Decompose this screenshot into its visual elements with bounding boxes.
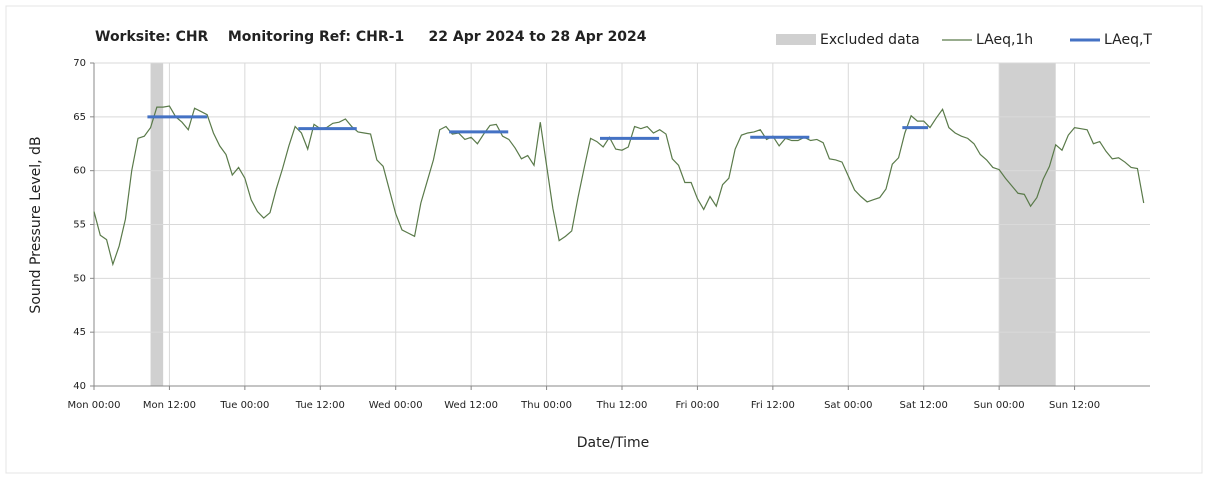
- x-tick-label: Thu 12:00: [596, 400, 648, 411]
- x-tick-label: Fri 00:00: [675, 400, 719, 411]
- legend-label: LAeq,1h: [976, 32, 1033, 48]
- y-tick-label: 65: [73, 112, 86, 123]
- y-tick-label: 45: [73, 327, 86, 338]
- series-line: [93, 105, 1145, 267]
- x-tick-label: Mon 00:00: [67, 400, 120, 411]
- y-tick-label: 40: [73, 381, 86, 392]
- x-tick-label: Wed 00:00: [369, 400, 423, 411]
- y-tick-label: 55: [73, 220, 86, 231]
- x-tick-label: Tue 12:00: [295, 400, 345, 411]
- legend-label: LAeq,T: [1104, 32, 1152, 48]
- x-tick-label: Sun 12:00: [1049, 400, 1100, 411]
- x-tick-label: Sun 00:00: [974, 400, 1025, 411]
- chart-frame: [5, 5, 1203, 474]
- y-axis-label: Sound Pressure Level, dB: [28, 136, 44, 313]
- x-tick-label: Sat 12:00: [900, 400, 948, 411]
- x-tick-label: Fri 12:00: [751, 400, 795, 411]
- y-tick-label: 70: [73, 58, 86, 69]
- x-axis-label: Date/Time: [577, 435, 649, 451]
- legend-label: Excluded data: [820, 32, 920, 48]
- y-tick-label: 60: [73, 166, 86, 177]
- x-tick-label: Wed 12:00: [444, 400, 498, 411]
- y-tick-label: 50: [73, 273, 86, 284]
- chart-title: Worksite: CHR Monitoring Ref: CHR-1 22 A…: [95, 29, 647, 45]
- legend-swatch: [776, 34, 816, 45]
- x-tick-label: Sat 00:00: [824, 400, 872, 411]
- x-tick-label: Mon 12:00: [143, 400, 196, 411]
- x-tick-label: Thu 00:00: [520, 400, 572, 411]
- x-tick-label: Tue 00:00: [219, 400, 269, 411]
